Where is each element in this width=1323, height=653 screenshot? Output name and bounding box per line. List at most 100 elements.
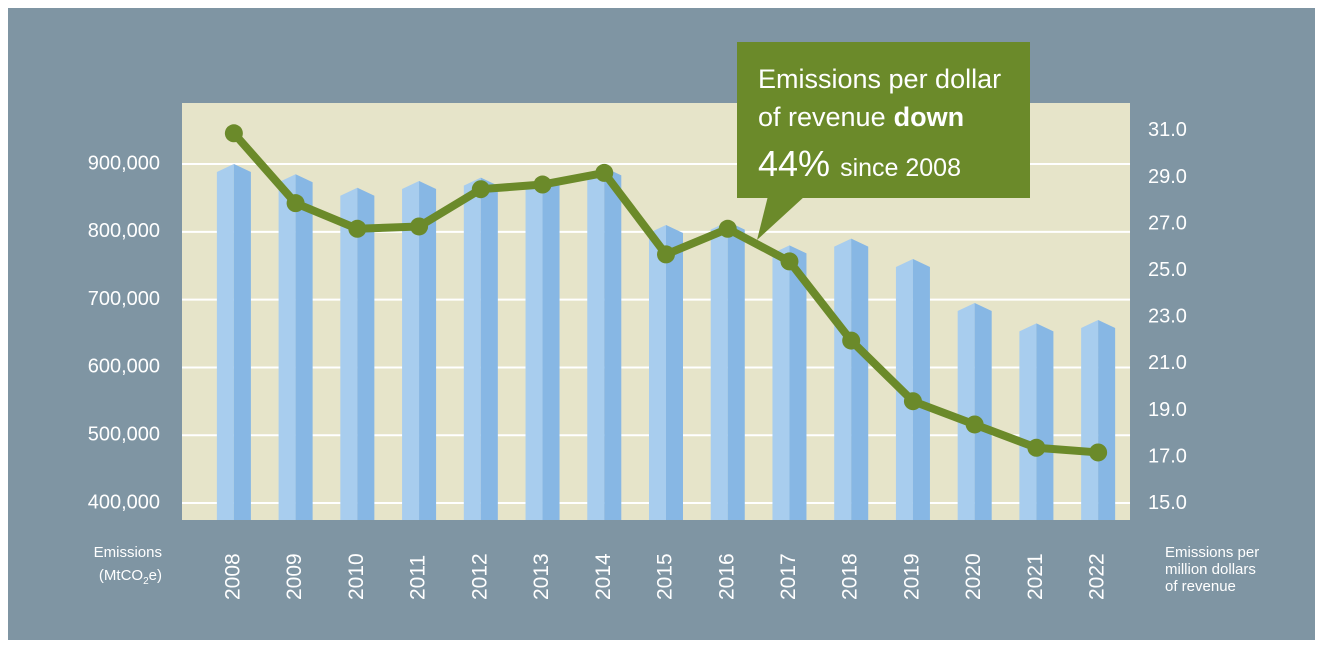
- bar-face-right: [357, 187, 375, 520]
- x-tick-label: 2009: [283, 553, 306, 600]
- callout-text: Emissions per dollar: [758, 64, 1001, 94]
- bar-face-left: [216, 164, 234, 520]
- bar: [587, 167, 622, 521]
- y2-tick-label: 17.0: [1148, 445, 1187, 467]
- callout: Emissions per dollar of revenue down 44% s…: [737, 42, 1030, 240]
- bar-face-left: [957, 303, 975, 520]
- bar-face-left: [1019, 323, 1037, 520]
- bar-face-left: [834, 238, 852, 521]
- x-tick-label: 2016: [715, 553, 738, 600]
- bar-face-right: [851, 238, 869, 521]
- bar-face-right: [419, 180, 437, 520]
- callout-box: [737, 42, 1030, 198]
- bar: [1019, 323, 1054, 520]
- line-marker: [224, 124, 243, 143]
- line-marker: [842, 331, 861, 350]
- y-tick-label: 800,000: [88, 220, 160, 242]
- x-tick-label: 2018: [839, 553, 862, 600]
- y2-tick-label: 29.0: [1148, 166, 1187, 188]
- callout-text: of revenue: [758, 102, 886, 132]
- bar-shade: [727, 221, 745, 520]
- x-tick-label: 2008: [221, 553, 244, 600]
- bar-face-left: [525, 177, 543, 520]
- callout-text: since 2008: [840, 154, 961, 182]
- y2-tick-label: 15.0: [1148, 492, 1187, 514]
- y-tick-label: 900,000: [88, 152, 160, 174]
- y-axis-label: Emissions: [94, 544, 162, 561]
- bar-shade: [912, 258, 930, 520]
- bar-face-right: [666, 225, 683, 521]
- line-marker: [1027, 438, 1046, 457]
- line-marker: [965, 415, 984, 434]
- bar-shade: [789, 245, 807, 520]
- x-tick-label: 2019: [900, 553, 923, 600]
- callout-text: of revenue down: [758, 102, 964, 132]
- bar-shade: [295, 174, 313, 520]
- bar-shade: [604, 167, 622, 521]
- y2-tick-label: 31.0: [1148, 119, 1187, 141]
- y-axis-label: (MtCO2e): [99, 567, 162, 587]
- bar-shade: [419, 180, 437, 520]
- bar-face-left: [1081, 319, 1099, 520]
- y2-tick-label: 19.0: [1148, 399, 1187, 421]
- bar-shade: [1036, 323, 1054, 520]
- bar-face-right: [1098, 319, 1116, 520]
- bar: [1081, 319, 1116, 520]
- bar-shade: [542, 177, 560, 520]
- y2-tick-label: 27.0: [1148, 212, 1187, 234]
- bar-shade: [1098, 319, 1116, 520]
- bar-shade: [851, 238, 869, 521]
- bar-face-right: [1036, 323, 1054, 520]
- y-axis-label: e): [149, 567, 162, 584]
- callout-text: 44% since 2008: [758, 143, 961, 184]
- bar: [402, 180, 437, 520]
- bar-face-right: [974, 303, 992, 520]
- x-tick-label: 2017: [777, 553, 800, 600]
- y-tick-label: 600,000: [88, 356, 160, 378]
- line-marker: [1089, 443, 1108, 462]
- x-tick-label: 2022: [1086, 553, 1109, 600]
- line-marker: [286, 194, 305, 213]
- x-tick-label: 2021: [1024, 553, 1047, 600]
- bar-shade: [357, 187, 375, 520]
- callout-pointer: [757, 196, 805, 240]
- y2-axis-label: million dollars: [1165, 561, 1256, 578]
- bar-face-left: [402, 180, 420, 520]
- line-marker: [657, 245, 675, 264]
- y-axis-label: (MtCO: [99, 567, 143, 584]
- x-tick-label: 2013: [530, 553, 553, 600]
- y2-tick-label: 23.0: [1148, 306, 1187, 328]
- bar-shade: [480, 177, 498, 520]
- bar-face-right: [912, 258, 930, 520]
- line-marker: [533, 175, 552, 194]
- bar-face-right: [604, 167, 622, 521]
- bar-face-right: [295, 174, 313, 520]
- x-tick-label: 2010: [345, 553, 368, 600]
- bar: [278, 174, 313, 520]
- callout-text-big: 44%: [758, 143, 830, 184]
- bar: [834, 238, 869, 521]
- bar-face-left: [463, 177, 481, 520]
- y-tick-label: 500,000: [88, 424, 160, 446]
- bar: [216, 164, 251, 520]
- line-marker: [780, 252, 799, 271]
- bar-face-right: [789, 245, 807, 520]
- bar-face-left: [278, 174, 296, 520]
- bar: [463, 177, 498, 520]
- y2-tick-label: 21.0: [1148, 352, 1187, 374]
- line-marker: [718, 219, 737, 238]
- line-marker: [410, 217, 429, 236]
- bar-face-left: [772, 245, 790, 520]
- bar-face-right: [727, 221, 745, 520]
- bar-face-left: [649, 225, 666, 521]
- x-tick-label: 2011: [407, 555, 430, 600]
- bar-shade: [233, 164, 251, 520]
- callout-text-bold: down: [894, 102, 964, 132]
- y2-axis-label: of revenue: [1165, 578, 1236, 595]
- bar: [957, 303, 992, 520]
- bar: [772, 245, 807, 520]
- y2-axis-label: Emissions per: [1165, 544, 1259, 561]
- x-tick-label: 2020: [962, 553, 985, 600]
- bar-shade: [666, 225, 683, 521]
